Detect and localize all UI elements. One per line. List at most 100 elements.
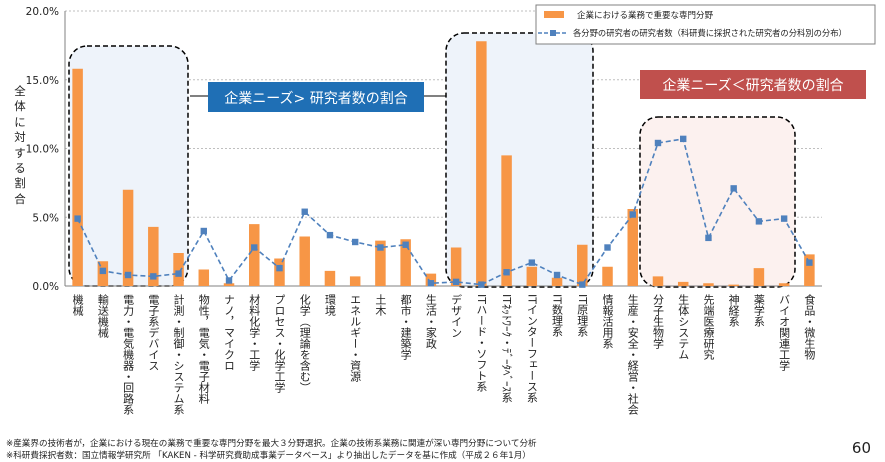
x-tick-label: 神経系 [727, 293, 740, 327]
x-tick-label: 土木 [374, 294, 387, 317]
x-tick-label: 情報活用系 [601, 294, 614, 349]
bar [223, 283, 235, 286]
line-point [755, 218, 763, 225]
x-tick-label: デザイン [450, 293, 463, 338]
y-tick-label: 0.0% [32, 281, 59, 293]
x-tick-label: ITインターフェース系 [525, 294, 538, 403]
bar [703, 283, 714, 286]
line-point [99, 267, 107, 275]
x-tick-label: ITハード・ソフト系 [475, 294, 488, 392]
bar [72, 68, 83, 286]
line-point [705, 234, 712, 242]
bar [198, 269, 210, 286]
page-number: 60 [851, 439, 871, 457]
line-point [478, 281, 485, 288]
x-tick-label: 都市・建築学 [399, 294, 412, 360]
bar [274, 258, 285, 286]
bar [148, 226, 159, 286]
bar [677, 281, 689, 286]
bar [627, 209, 638, 286]
x-tick-label: バイオ関連工学 [778, 294, 791, 371]
x-tick-label: 薬学系 [752, 294, 765, 327]
bar [551, 277, 563, 286]
x-tick-label: 生活・家政 [424, 293, 437, 350]
line-point [175, 270, 182, 277]
bar [249, 224, 260, 286]
legend-box [535, 4, 876, 45]
line-point [654, 139, 662, 147]
bar [577, 244, 588, 286]
line-point [452, 278, 460, 286]
bar [173, 253, 184, 286]
x-tick-label: 電力・電気機器・回路系 [122, 294, 135, 415]
line-point [124, 271, 132, 279]
x-tick-label: IT数理系 [551, 294, 564, 337]
line-point [351, 238, 359, 246]
bar [476, 41, 487, 286]
x-tick-label: エネルギー・資源 [349, 294, 362, 383]
x-tick-label: 材料化学・工学 [248, 293, 261, 371]
y-tick-label: 15.0% [26, 75, 59, 87]
line-point [74, 215, 81, 222]
bar [778, 283, 790, 286]
line-point [301, 208, 308, 215]
line-point [377, 244, 384, 251]
bar [349, 276, 361, 286]
x-tick-label: 先端医療研究 [702, 294, 715, 360]
callout-text-blue: 企業ニーズ> 研究者数の割合 [224, 90, 407, 107]
x-tick-label: 食品・微生物 [803, 293, 816, 360]
bar [501, 155, 512, 286]
x-tick-label: 化学（理論を含む） [298, 293, 311, 393]
x-tick-label: 環境 [323, 294, 336, 316]
bar [652, 276, 664, 286]
x-tick-label: プロセス・化学工学 [273, 294, 286, 393]
callout-text-red: 企業ニーズ＜研究者数の割合 [662, 77, 843, 94]
bar [804, 254, 815, 286]
footnote-2: ※科研費採択者数：国立情報学研究所 「KAKEN - 科学研究費助成事業データベ… [6, 451, 531, 461]
legend: 企業における業務で重要な専門分野各分野の研究者の研究者数（科研費に採択された研究… [535, 4, 876, 45]
line-point [629, 211, 636, 218]
x-tick-label: 電子系デバイス [147, 294, 160, 371]
y-tick-label: 20.0% [26, 6, 59, 18]
highlight-box-middle [445, 32, 594, 288]
line-point [604, 244, 611, 251]
x-tick-label: ITﾈｯﾄﾜｰｸ・ﾃﾞｰﾀﾍﾞｰｽ系 [500, 294, 513, 403]
line-point [225, 277, 233, 284]
bar [400, 239, 411, 286]
line-point [427, 280, 435, 287]
x-tick-label: ナノ，マイクロ [223, 294, 236, 371]
legend-swatch-bar [544, 11, 564, 18]
line-point [251, 244, 258, 251]
bar [375, 240, 386, 286]
x-tick-label: 機械 [71, 293, 84, 317]
line-point [528, 259, 536, 266]
bar [728, 284, 739, 286]
line-point [326, 231, 334, 239]
x-tick-label: IT原理系 [576, 294, 589, 337]
x-tick-label: 分子生物学 [651, 294, 664, 349]
line-point [730, 185, 737, 192]
line-point [276, 264, 283, 272]
bar [526, 266, 538, 286]
x-tick-label: 計測・制御・システム系 [172, 293, 185, 415]
callout-box-red [640, 70, 866, 99]
callout-box-blue [208, 82, 424, 112]
line-point [200, 227, 207, 235]
y-tick-label: 5.0% [32, 212, 59, 224]
line-point [680, 135, 687, 143]
y-tick-label: 10.0% [26, 144, 59, 156]
y-axis-title: 全体に対する割合 [14, 84, 26, 206]
line-point [806, 259, 813, 266]
bar [425, 273, 437, 286]
bar [299, 236, 310, 286]
x-tick-label: 生産・安全・経営・社会 [626, 293, 639, 415]
x-tick-label: 生体システム [677, 293, 690, 360]
bar [450, 247, 462, 286]
line-point [503, 269, 510, 276]
line-point [402, 241, 409, 248]
legend-marker [550, 30, 556, 36]
highlight-box-right [639, 116, 796, 288]
line-point [150, 273, 157, 280]
legend-label-line: 各分野の研究者の研究者数（科研費に採択された研究者の分科別の分布） [573, 28, 847, 38]
